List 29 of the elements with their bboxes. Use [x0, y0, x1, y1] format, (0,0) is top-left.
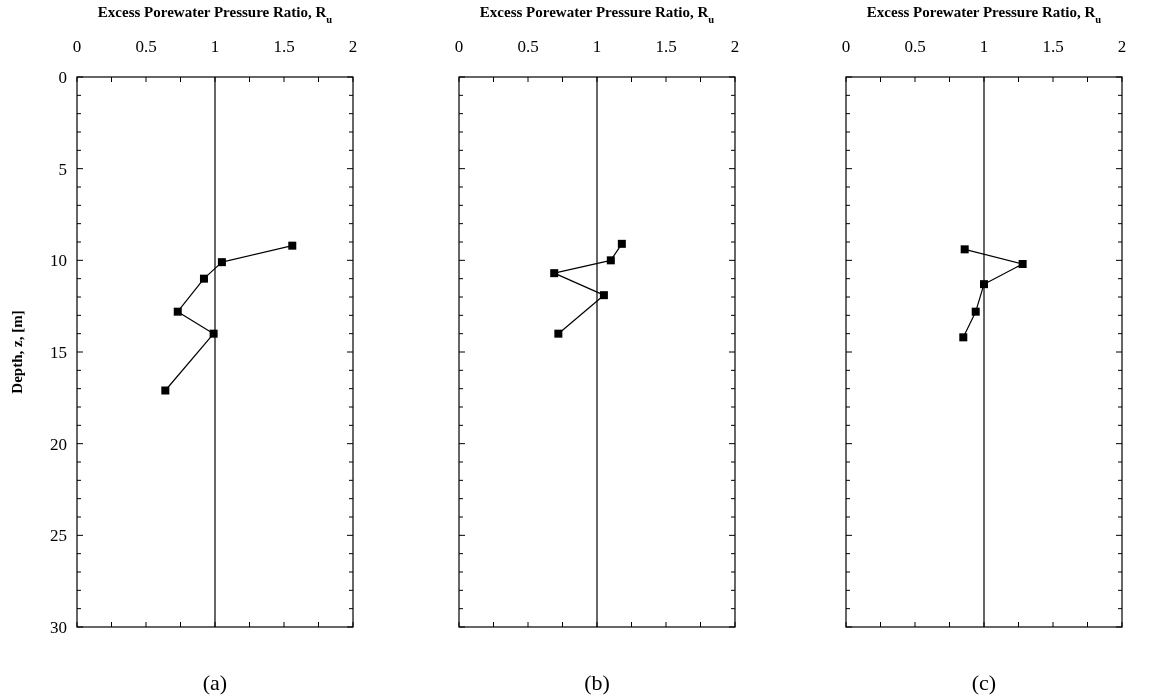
x-tick-label: 1.5: [1042, 37, 1064, 56]
x-tick-label: 2: [348, 37, 358, 56]
x-tick-label: 0.5: [517, 37, 539, 56]
x-tick-label: 1.5: [655, 37, 677, 56]
x-tick-label: 0.5: [135, 37, 157, 56]
x-tick-label: 1: [592, 37, 602, 56]
x-tick-label: 0: [841, 37, 851, 56]
text: (c): [971, 670, 997, 695]
y-tick-label: 10: [50, 251, 67, 271]
x-axis-title: Excess Porewater Pressure Ratio, R$_{u}$: [97, 4, 333, 25]
x-axis-title: Excess Porewater Pressure Ratio, R$_{u}$: [479, 4, 715, 25]
x-tick-label: 2: [1117, 37, 1127, 56]
text: (b): [584, 670, 610, 695]
y-tick-label: 5: [58, 159, 67, 179]
text: (a): [202, 670, 228, 695]
x-tick-label: 1: [979, 37, 989, 56]
x-tick-label: 1.5: [273, 37, 295, 56]
y-tick-label: 20: [50, 434, 67, 454]
x-axis-title: Excess Porewater Pressure Ratio, R$_{u}$: [866, 4, 1102, 25]
y-tick-label: 0: [58, 67, 67, 87]
x-tick-label: 2: [730, 37, 740, 56]
y-tick-label: 15: [50, 342, 67, 362]
y-axis-title: Depth, z, [m]: [9, 310, 25, 394]
x-tick-label: 0.5: [904, 37, 926, 56]
x-tick-label: 0: [72, 37, 82, 56]
x-tick-label: 1: [210, 37, 220, 56]
y-tick-label: 25: [50, 526, 67, 546]
y-tick-label: 30: [50, 617, 67, 637]
x-tick-label: 0: [454, 37, 464, 56]
